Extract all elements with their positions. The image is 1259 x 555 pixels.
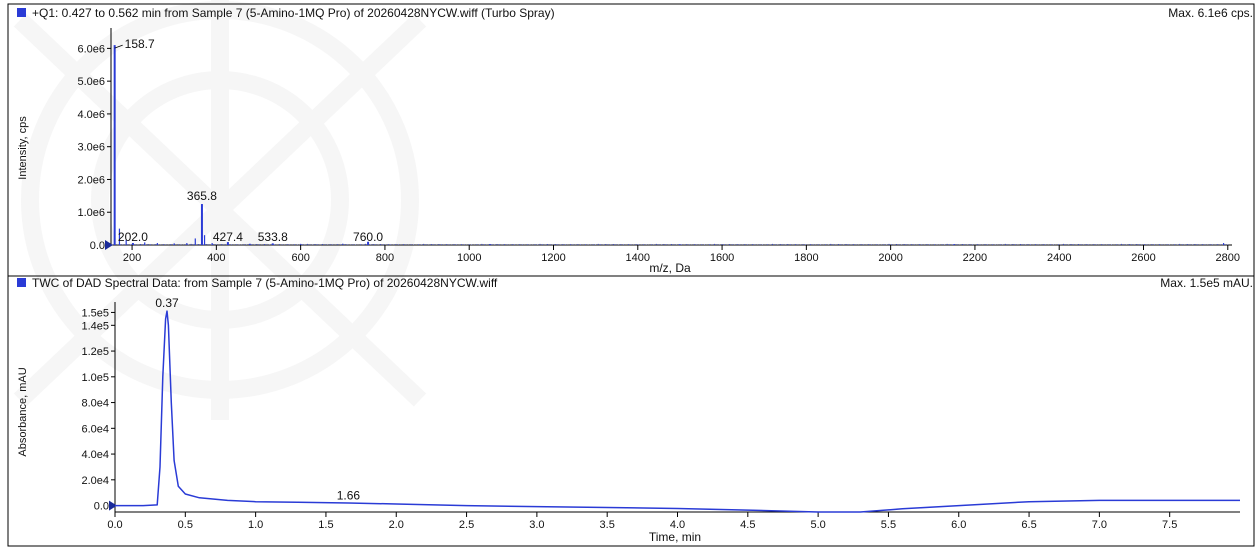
baseline-marker-icon	[105, 240, 113, 250]
y-tick-label: 3.0e6	[77, 142, 105, 154]
peak-label: 533.8	[258, 230, 288, 244]
x-tick-label: 1600	[710, 252, 734, 264]
x-tick-label: 2400	[1047, 252, 1071, 264]
ms-x-axis-label: m/z, Da	[649, 261, 691, 275]
peak-label: 1.66	[337, 489, 361, 503]
y-tick-label: 2.0e6	[77, 174, 105, 186]
x-tick-label: 7.5	[1162, 519, 1177, 531]
peak-label: 0.37	[155, 296, 179, 310]
lc-plot-area: 0.02.0e44.0e46.0e48.0e41.0e51.2e51.4e51.…	[81, 296, 1240, 531]
x-tick-label: 2.0	[389, 519, 404, 531]
x-tick-label: 1800	[794, 252, 818, 264]
chromatogram-panel: TWC of DAD Spectral Data: from Sample 7 …	[7, 275, 1255, 547]
legend-marker-icon	[17, 8, 26, 17]
ms-y-axis-label: Intensity, cps	[17, 116, 29, 180]
x-tick-label: 800	[376, 252, 394, 264]
x-tick-label: 4.0	[670, 519, 685, 531]
x-tick-label: 1.5	[318, 519, 333, 531]
peak-label: 365.8	[187, 189, 217, 203]
y-tick-label: 1.0e6	[77, 207, 105, 219]
y-tick-label: 2.0e4	[81, 475, 109, 487]
ms-plot-area: 0.0 1.0e6 2.0e6 3.0e6 4.0e6 5.0e6 6.0e6 200 400 6…	[77, 28, 1240, 264]
y-tick-label: 1.2e5	[81, 346, 109, 358]
peak-leader	[114, 44, 123, 49]
watermark-pattern	[13, 0, 427, 420]
lc-y-axis-label: Absorbance, mAU	[17, 367, 29, 456]
chromatogram-trace	[115, 310, 1240, 513]
chromatogram-frame	[7, 275, 1255, 547]
x-tick-label: 6.5	[1021, 519, 1036, 531]
y-tick-label: 5.0e6	[77, 76, 105, 88]
x-tick-label: 2000	[878, 252, 902, 264]
x-tick-label: 3.0	[529, 519, 544, 531]
x-tick-label: 1.0	[248, 519, 263, 531]
y-tick-label: 1.5e5	[81, 307, 109, 319]
mass-spectrum-panel: +Q1: 0.427 to 0.562 min from Sample 7 (5…	[7, 3, 1255, 277]
x-tick-label: 1400	[626, 252, 650, 264]
y-tick-label: 0.0	[90, 240, 105, 252]
x-tick-label: 2600	[1131, 252, 1155, 264]
x-tick-label: 2200	[963, 252, 987, 264]
x-tick-label: 1000	[457, 252, 481, 264]
ms-max-label: Max. 6.1e6 cps.	[1168, 6, 1253, 20]
x-tick-label: 0.5	[178, 519, 193, 531]
ms-title: +Q1: 0.427 to 0.562 min from Sample 7 (5…	[32, 6, 555, 20]
peak-label: 158.7	[125, 37, 155, 51]
y-tick-label: 1.0e5	[81, 372, 109, 384]
lc-max-label: Max. 1.5e5 mAU.	[1160, 276, 1253, 290]
x-tick-label: 400	[207, 252, 225, 264]
lc-x-axis-label: Time, min	[649, 530, 701, 544]
x-tick-label: 6.0	[951, 519, 966, 531]
x-tick-label: 4.5	[740, 519, 755, 531]
x-tick-label: 3.5	[600, 519, 615, 531]
lc-title: TWC of DAD Spectral Data: from Sample 7 …	[32, 276, 498, 290]
x-tick-label: 5.0	[810, 519, 825, 531]
y-tick-label: 8.0e4	[81, 398, 109, 410]
peak-label: 760.0	[353, 230, 383, 244]
y-tick-label: 4.0e4	[81, 449, 109, 461]
x-tick-label: 5.5	[881, 519, 896, 531]
y-tick-label: 4.0e6	[77, 109, 105, 121]
y-tick-label: 6.0e6	[77, 43, 105, 55]
y-tick-label: 1.4e5	[81, 320, 109, 332]
baseline-marker-icon	[109, 500, 117, 511]
x-tick-label: 2.5	[459, 519, 474, 531]
y-tick-label: 6.0e4	[81, 423, 109, 435]
x-tick-label: 600	[291, 252, 309, 264]
noise-trace	[114, 243, 1229, 245]
peak-label: 202.0	[118, 230, 148, 244]
peak-label: 427.4	[213, 230, 243, 244]
x-tick-label: 200	[123, 252, 141, 264]
x-tick-label: 0.0	[107, 519, 122, 531]
x-tick-label: 2800	[1216, 252, 1240, 264]
legend-marker-icon	[17, 278, 26, 287]
x-tick-label: 7.0	[1092, 519, 1107, 531]
x-tick-label: 1200	[541, 252, 565, 264]
y-tick-label: 0.0	[94, 501, 109, 513]
